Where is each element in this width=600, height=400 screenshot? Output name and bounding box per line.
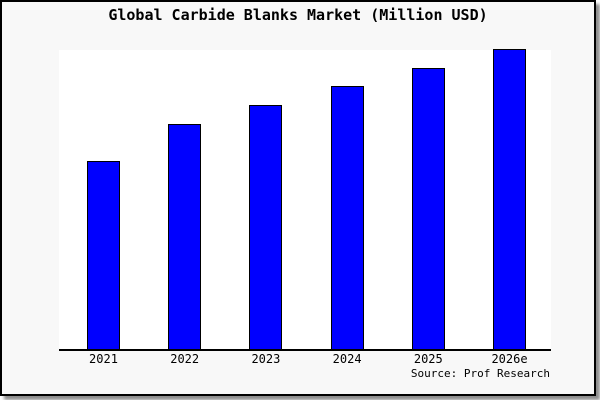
x-tick-2026e: 2026e (491, 352, 528, 366)
x-tick-2021: 2021 (89, 352, 118, 366)
chart-title: Global Carbide Blanks Market (Million US… (108, 6, 488, 24)
bar-2025 (412, 68, 445, 349)
x-tick-2024: 2024 (332, 352, 362, 366)
bar-2023 (249, 105, 282, 349)
bar-2026e (493, 49, 526, 349)
bar-2021 (87, 161, 120, 349)
x-tick-2025: 2025 (413, 352, 443, 366)
x-tick-2022: 2022 (170, 352, 200, 366)
plot-area (59, 49, 551, 351)
bar-2024 (331, 86, 364, 349)
bar-2022 (168, 124, 201, 349)
source-caption: Source: Prof Research (410, 367, 550, 380)
x-axis-labels: 2021 2022 2023 2024 2025 2026e (59, 352, 551, 368)
x-tick-2023: 2023 (251, 352, 281, 366)
